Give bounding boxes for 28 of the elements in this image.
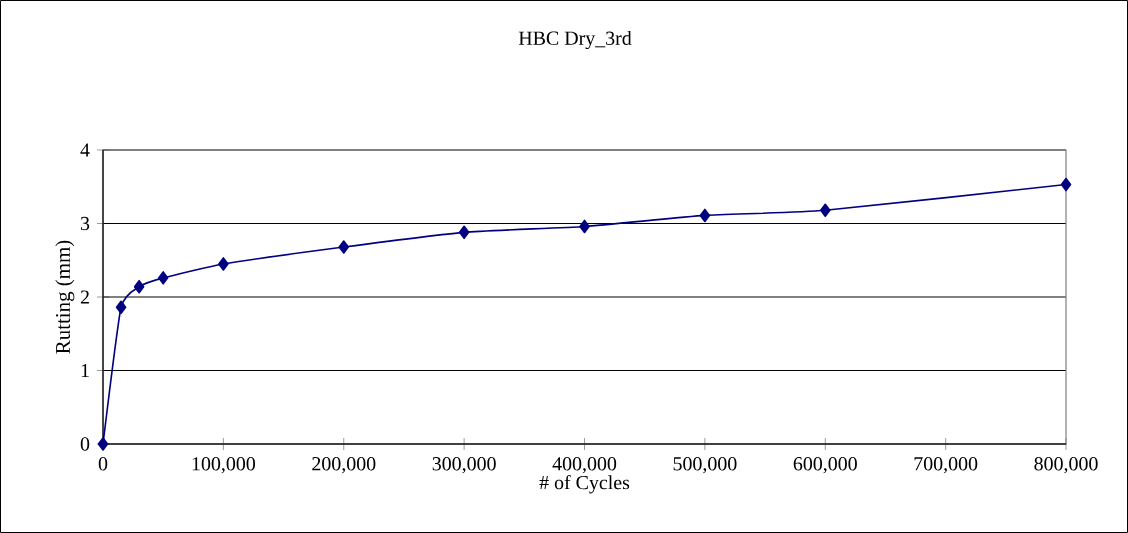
- point: [133, 279, 145, 294]
- y-tick-label: 0: [80, 437, 90, 451]
- x-tick-label: 300,000: [432, 457, 496, 474]
- x-tick-label: 700,000: [914, 457, 978, 474]
- y-tick-label: 3: [80, 216, 90, 231]
- x-tick-label: 500,000: [673, 457, 737, 474]
- point: [338, 240, 350, 254]
- y-axis-title: Rutting (mm): [55, 240, 75, 354]
- x-tick-label: 600,000: [793, 457, 857, 474]
- chart-title: HBC Dry_3rd: [518, 30, 632, 50]
- x-tick-label: 100,000: [192, 457, 256, 474]
- y-tick-label: 4: [80, 143, 90, 157]
- x-tick-label: 200,000: [312, 457, 376, 474]
- point: [218, 257, 229, 271]
- point: [699, 208, 711, 223]
- x-tick-label: 800,000: [1034, 457, 1098, 474]
- point: [115, 300, 127, 315]
- point: [458, 225, 470, 240]
- point: [97, 437, 109, 451]
- point: [1060, 177, 1072, 192]
- x-axis-title: # of Cycles: [539, 475, 630, 494]
- x-tick-label: 400,000: [552, 457, 617, 474]
- point: [579, 219, 590, 234]
- x-tick-label: 0: [98, 457, 108, 471]
- point: [819, 203, 831, 218]
- y-tick-label: 2: [80, 290, 89, 304]
- y-tick-label: 1: [81, 363, 89, 378]
- point: [157, 271, 169, 285]
